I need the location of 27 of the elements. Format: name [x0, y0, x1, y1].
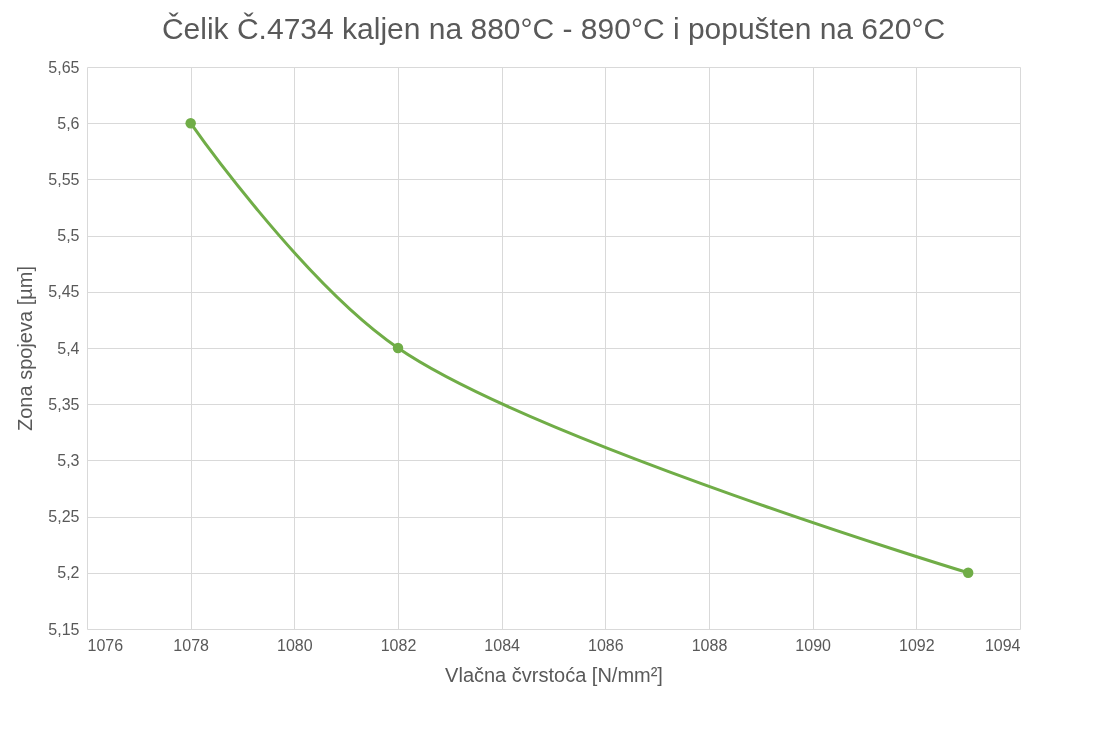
y-tick-label: 5,45 [48, 283, 80, 301]
x-tick-label: 1086 [588, 636, 624, 654]
point [962, 567, 974, 579]
y-tick-label: 5,5 [57, 227, 80, 245]
point [185, 117, 196, 129]
y-tick-label: 5,25 [48, 508, 80, 526]
x-tick-label: 1082 [380, 636, 417, 654]
chart-title: Čelik Č.4734 kaljen na 880°C - 890°C i popušten na 620°C [161, 12, 946, 45]
point [392, 342, 404, 354]
y-tick-label: 5,15 [48, 620, 80, 638]
x-axis-title: Vlačna čvrstoća [N/mm²] [445, 663, 663, 686]
y-tick-label: 5,35 [48, 395, 80, 413]
y-tick-label: 5,3 [57, 451, 80, 469]
y-tick-label: 5,4 [57, 339, 80, 357]
x-tick-label: 1084 [484, 636, 521, 654]
y-tick-label: 5,55 [48, 170, 80, 188]
y-tick-label: 5,2 [57, 564, 80, 582]
x-tick-label: 1094 [984, 636, 1021, 654]
y-tick-label: 5,6 [57, 114, 80, 132]
x-tick-label: 1088 [691, 636, 728, 654]
x-tick-label: 1078 [173, 636, 210, 654]
x-tick-label: 1092 [899, 636, 935, 654]
y-tick-label: 5,65 [48, 58, 80, 76]
x-tick-label: 1090 [795, 636, 832, 654]
x-tick-label: 1080 [277, 636, 313, 654]
y-axis-title: Zona spojeva [µm] [14, 266, 37, 431]
x-tick-label: 1076 [87, 636, 124, 654]
